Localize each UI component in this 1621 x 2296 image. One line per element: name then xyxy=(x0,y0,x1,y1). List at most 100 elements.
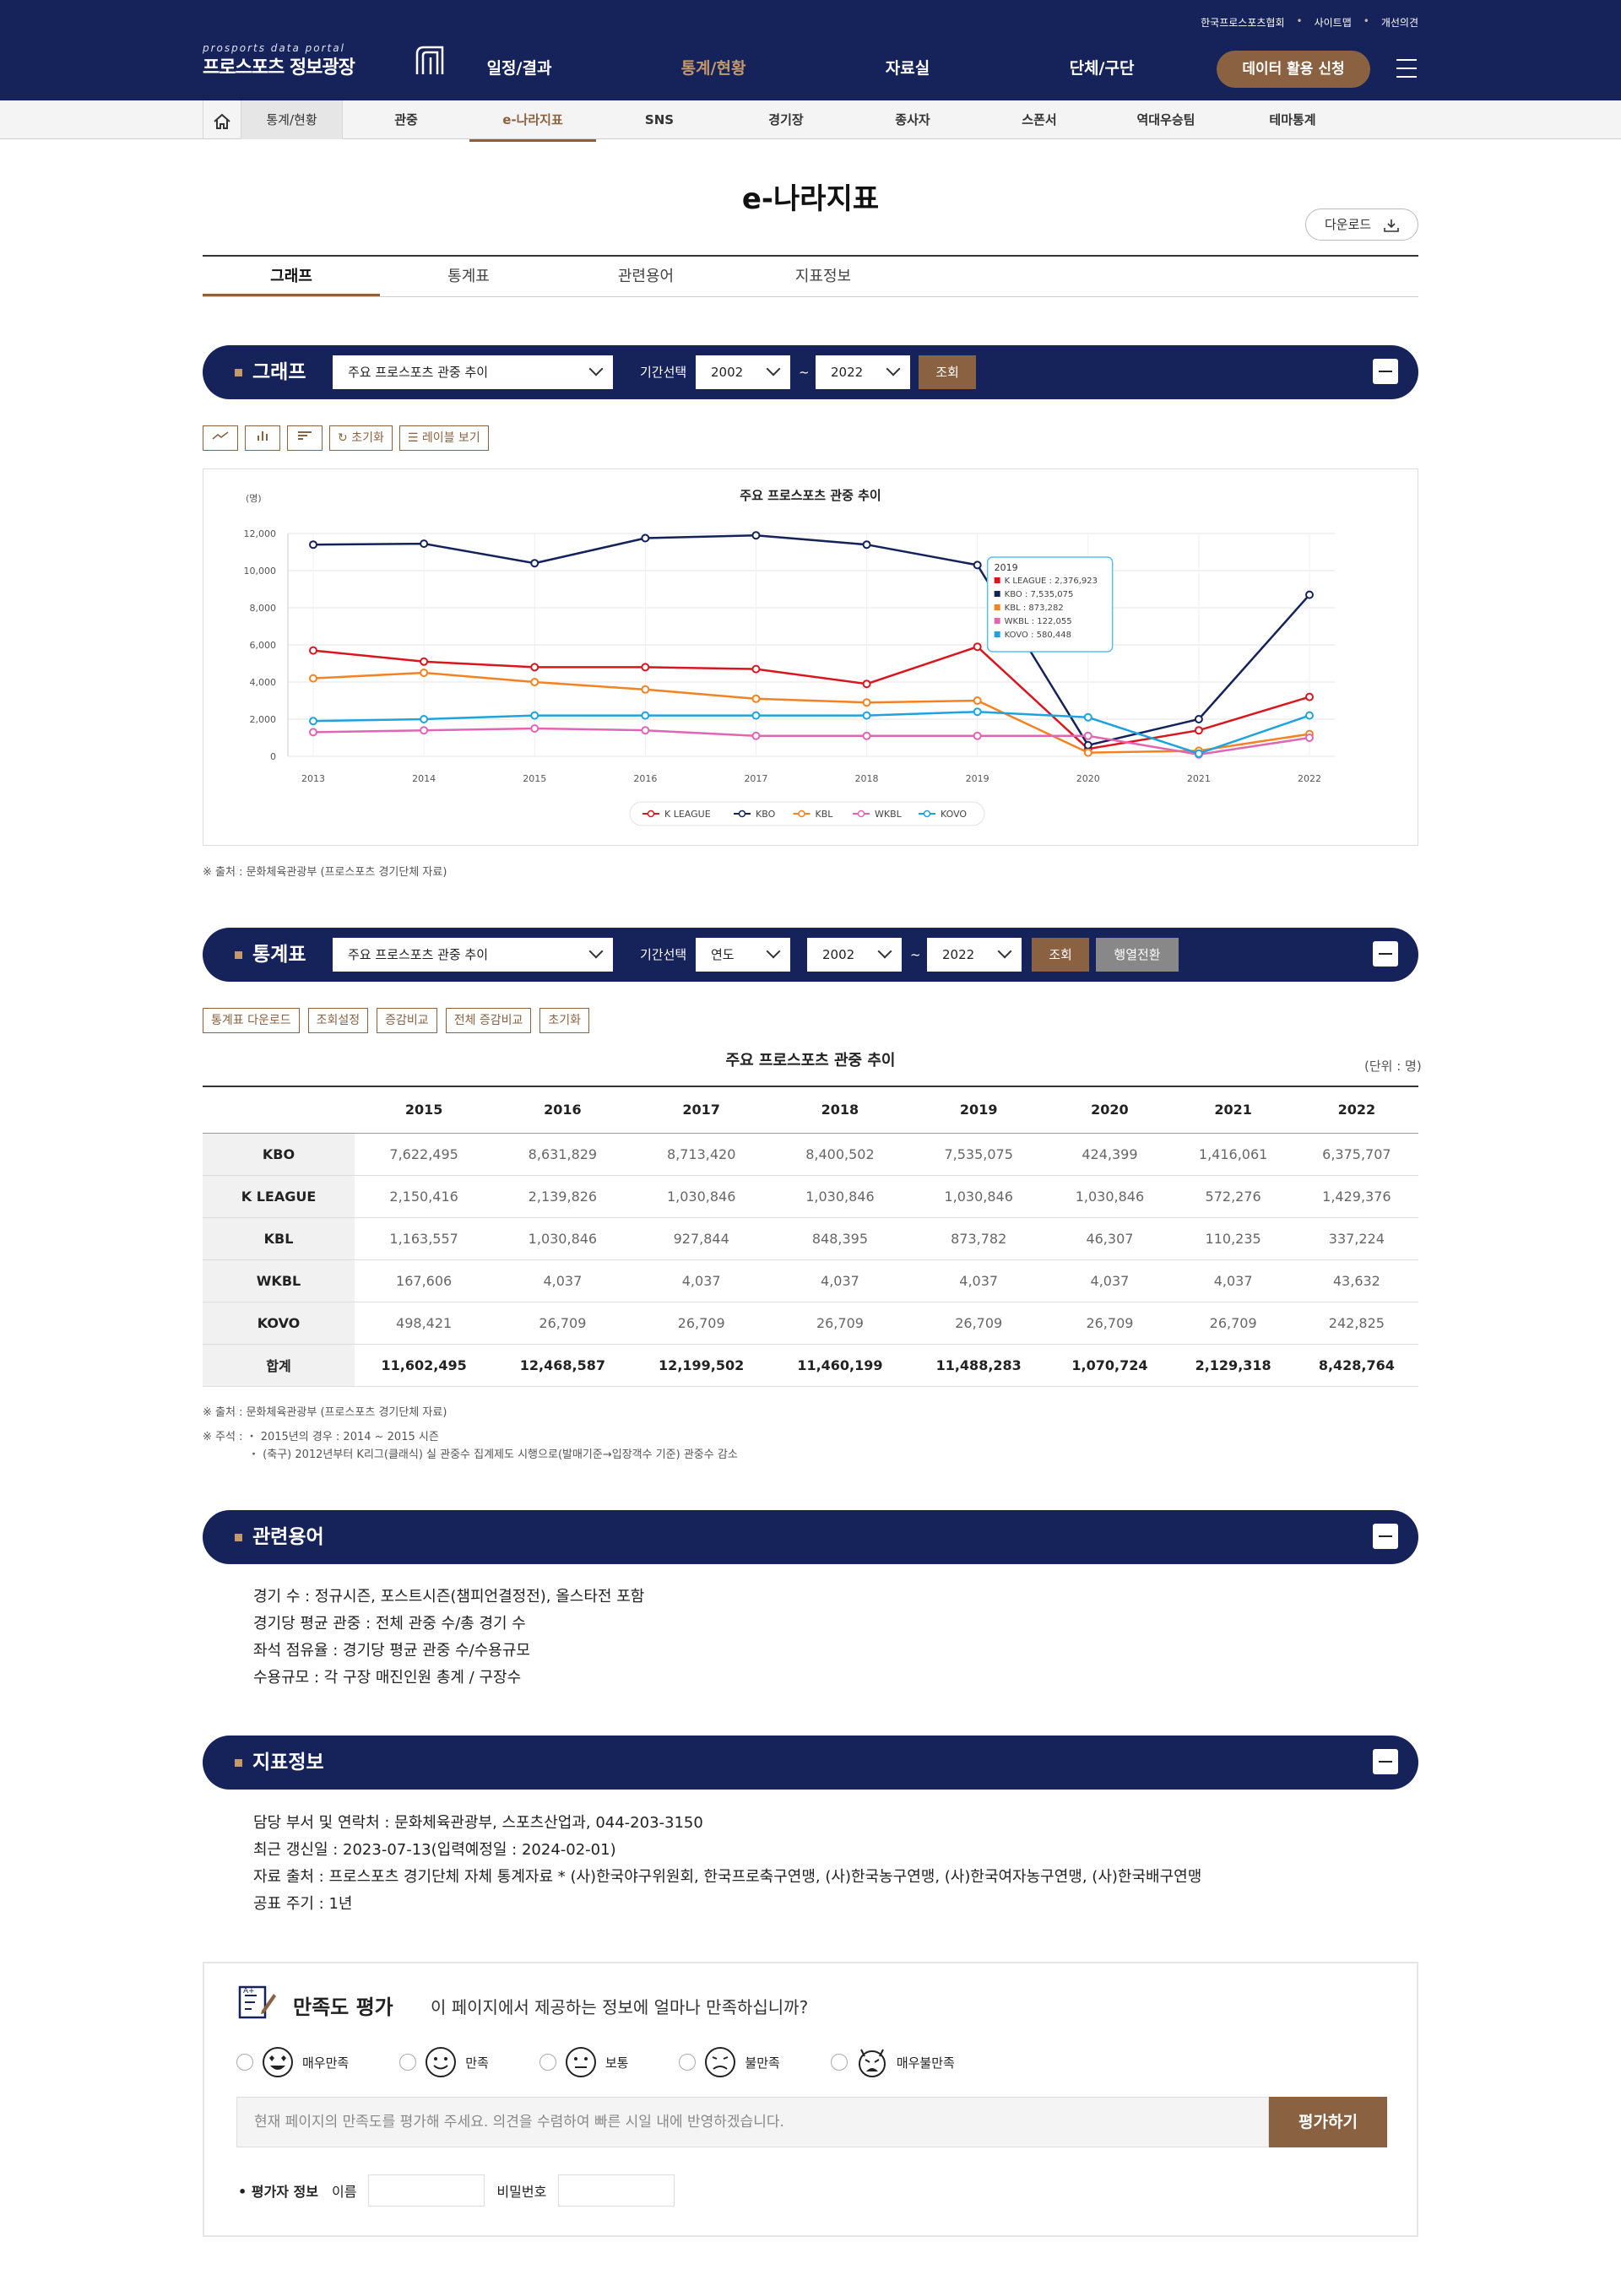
stats-table: 2015 2016 2017 2018 2019 2020 2021 2022 KBO 7,62… xyxy=(203,1086,1418,1387)
table-cell: 424,399 xyxy=(1048,1133,1172,1176)
compare-all-button[interactable]: 전체 증감비교 xyxy=(445,1008,532,1033)
tooltip-line: KBL : 873,282 xyxy=(1005,604,1064,613)
gnb-schedule[interactable]: 일정/결과 xyxy=(486,59,552,78)
collapse-icon[interactable] xyxy=(1373,1749,1398,1774)
radio-button[interactable] xyxy=(399,2054,417,2071)
y-tick-label: 8,000 xyxy=(250,603,277,614)
table-column-header: 2022 xyxy=(1294,1086,1418,1134)
line-chart-icon[interactable] xyxy=(203,425,238,451)
devil-face-icon xyxy=(858,2049,886,2077)
option-dissatisfied[interactable]: 불만족 xyxy=(679,2046,780,2078)
graph-from-select[interactable]: 2002 xyxy=(696,355,790,389)
tab-info[interactable]: 지표정보 xyxy=(794,268,852,285)
pivot-button[interactable]: 행열전환 xyxy=(1096,938,1179,972)
graph-to-select[interactable]: 2022 xyxy=(816,355,910,389)
table-to-select[interactable]: 2022 xyxy=(927,938,1022,972)
lnb-item-sponsor[interactable]: 스폰서 xyxy=(1022,112,1057,127)
gnb-clubs[interactable]: 단체/구단 xyxy=(1069,59,1135,78)
table-column-header: 2019 xyxy=(909,1086,1049,1134)
util-link-kpsa[interactable]: 한국프로스포츠협회 xyxy=(1201,17,1285,29)
horizontal-bar-icon[interactable] xyxy=(287,425,323,451)
data-apply-button[interactable]: 데이터 활용 신청 xyxy=(1217,51,1370,88)
data-point xyxy=(1194,726,1203,735)
collapse-icon[interactable] xyxy=(1373,1524,1398,1549)
data-point xyxy=(641,711,650,720)
reset-label: 초기화 xyxy=(351,431,384,445)
tab-graph[interactable]: 그래프 xyxy=(203,257,380,296)
graph-indicator-select[interactable]: 주요 프로스포츠 관중 추이 xyxy=(333,355,613,389)
radio-button[interactable] xyxy=(539,2054,556,2071)
evaluator-label-text: 평가자 정보 xyxy=(251,2184,318,2200)
chart-title: 주요 프로스포츠 관중 추이 xyxy=(740,488,881,503)
option-neutral[interactable]: 보통 xyxy=(539,2046,628,2078)
graph-search-button[interactable]: 조회 xyxy=(919,355,976,389)
option-satisfied[interactable]: 만족 xyxy=(399,2046,489,2078)
reset-chart-button[interactable]: ↻ 초기화 xyxy=(329,425,393,451)
lnb-item-attendance[interactable]: 관중 xyxy=(394,112,418,127)
logo-korean: 프로스포츠 정보광장 xyxy=(203,57,355,79)
radio-button[interactable] xyxy=(830,2054,848,2071)
table-from-select[interactable]: 2002 xyxy=(807,938,902,972)
survey-title: 만족도 평가 xyxy=(293,1995,393,2019)
y-tick-label: 10,000 xyxy=(244,566,277,577)
lnb-item-workers[interactable]: 종사자 xyxy=(895,112,930,127)
lnb-item-champions[interactable]: 역대우승팀 xyxy=(1136,112,1195,127)
survey-options: 매우만족 만족 보통 불만족 매우불만족 xyxy=(236,2046,1006,2078)
survey-submit-button[interactable]: 평가하기 xyxy=(1269,2097,1387,2147)
radio-button[interactable] xyxy=(679,2054,697,2071)
site-logo[interactable]: prosports data portal 프로스포츠 정보광장 xyxy=(203,42,444,79)
password-input[interactable] xyxy=(558,2174,675,2207)
table-indicator-select[interactable]: 주요 프로스포츠 관중 추이 xyxy=(333,938,613,972)
tooltip-swatch xyxy=(994,618,1000,624)
option-label: 매우불만족 xyxy=(896,2055,955,2071)
chevron-down-icon xyxy=(877,944,892,959)
y-tick-label: 0 xyxy=(270,751,276,762)
data-point xyxy=(420,657,429,666)
lnb-current-category[interactable]: 통계/현황 xyxy=(241,100,343,139)
table-row-header: 합계 xyxy=(203,1344,355,1387)
show-labels-button[interactable]: ☰ 레이블 보기 xyxy=(398,425,489,451)
table-row: K LEAGUE 2,150,416 2,139,826 1,030,846 1,030… xyxy=(203,1175,1418,1218)
option-very-satisfied[interactable]: 매우만족 xyxy=(236,2046,349,2078)
hamburger-menu-icon[interactable] xyxy=(1396,59,1417,78)
password-label: 비밀번호 xyxy=(496,2184,547,2200)
home-icon[interactable] xyxy=(203,100,241,139)
radio-button[interactable] xyxy=(236,2054,253,2071)
option-very-dissatisfied[interactable]: 매우불만족 xyxy=(830,2046,955,2078)
top-header: 한국프로스포츠협회 • 사이트맵 • 개선의견 prosports data p… xyxy=(0,0,1621,106)
tooltip-swatch xyxy=(994,577,1000,583)
chevron-down-icon xyxy=(588,944,604,959)
gnb-archive[interactable]: 자료실 xyxy=(885,59,930,78)
bar-chart-icon[interactable] xyxy=(245,425,280,451)
data-point xyxy=(751,664,761,674)
table-cell: 8,400,502 xyxy=(770,1133,910,1176)
util-link-feedback[interactable]: 개선의견 xyxy=(1380,17,1418,29)
compare-button[interactable]: 증감비교 xyxy=(377,1008,437,1033)
tab-terms[interactable]: 관련용어 xyxy=(617,268,675,285)
lnb-item-enara[interactable]: e-나라지표 xyxy=(469,100,596,142)
table-download-button[interactable]: 통계표 다운로드 xyxy=(203,1008,300,1033)
lnb-item-theme[interactable]: 테마통계 xyxy=(1269,112,1316,127)
table-cell: 1,030,846 xyxy=(770,1175,910,1218)
download-button[interactable]: 다운로드 xyxy=(1305,208,1418,241)
query-settings-button[interactable]: 조회설정 xyxy=(307,1008,369,1033)
table-cell: 26,709 xyxy=(493,1302,632,1345)
data-point xyxy=(420,726,429,735)
collapse-icon[interactable] xyxy=(1373,941,1398,967)
util-link-sitemap[interactable]: 사이트맵 xyxy=(1314,17,1352,29)
data-point xyxy=(862,711,871,720)
table-reset-button[interactable]: 초기화 xyxy=(539,1008,590,1033)
collapse-icon[interactable] xyxy=(1373,359,1398,384)
tab-table[interactable]: 통계표 xyxy=(447,268,490,285)
lnb-item-stadium[interactable]: 경기장 xyxy=(768,112,804,127)
table-cell: 110,235 xyxy=(1171,1217,1295,1260)
survey-comment-input[interactable]: 현재 페이지의 만족도를 평가해 주세요. 의견을 수렴하여 빠른 시일 내에 … xyxy=(236,2097,1269,2147)
show-labels-label: 레이블 보기 xyxy=(421,431,480,445)
gnb-stats[interactable]: 통계/현황 xyxy=(616,56,810,106)
name-input[interactable] xyxy=(368,2174,485,2207)
table-unit-select[interactable]: 연도 xyxy=(696,938,790,972)
lnb-item-sns[interactable]: SNS xyxy=(644,112,675,127)
table-search-button[interactable]: 조회 xyxy=(1032,938,1089,972)
data-point xyxy=(1305,692,1314,701)
data-point xyxy=(420,669,429,677)
